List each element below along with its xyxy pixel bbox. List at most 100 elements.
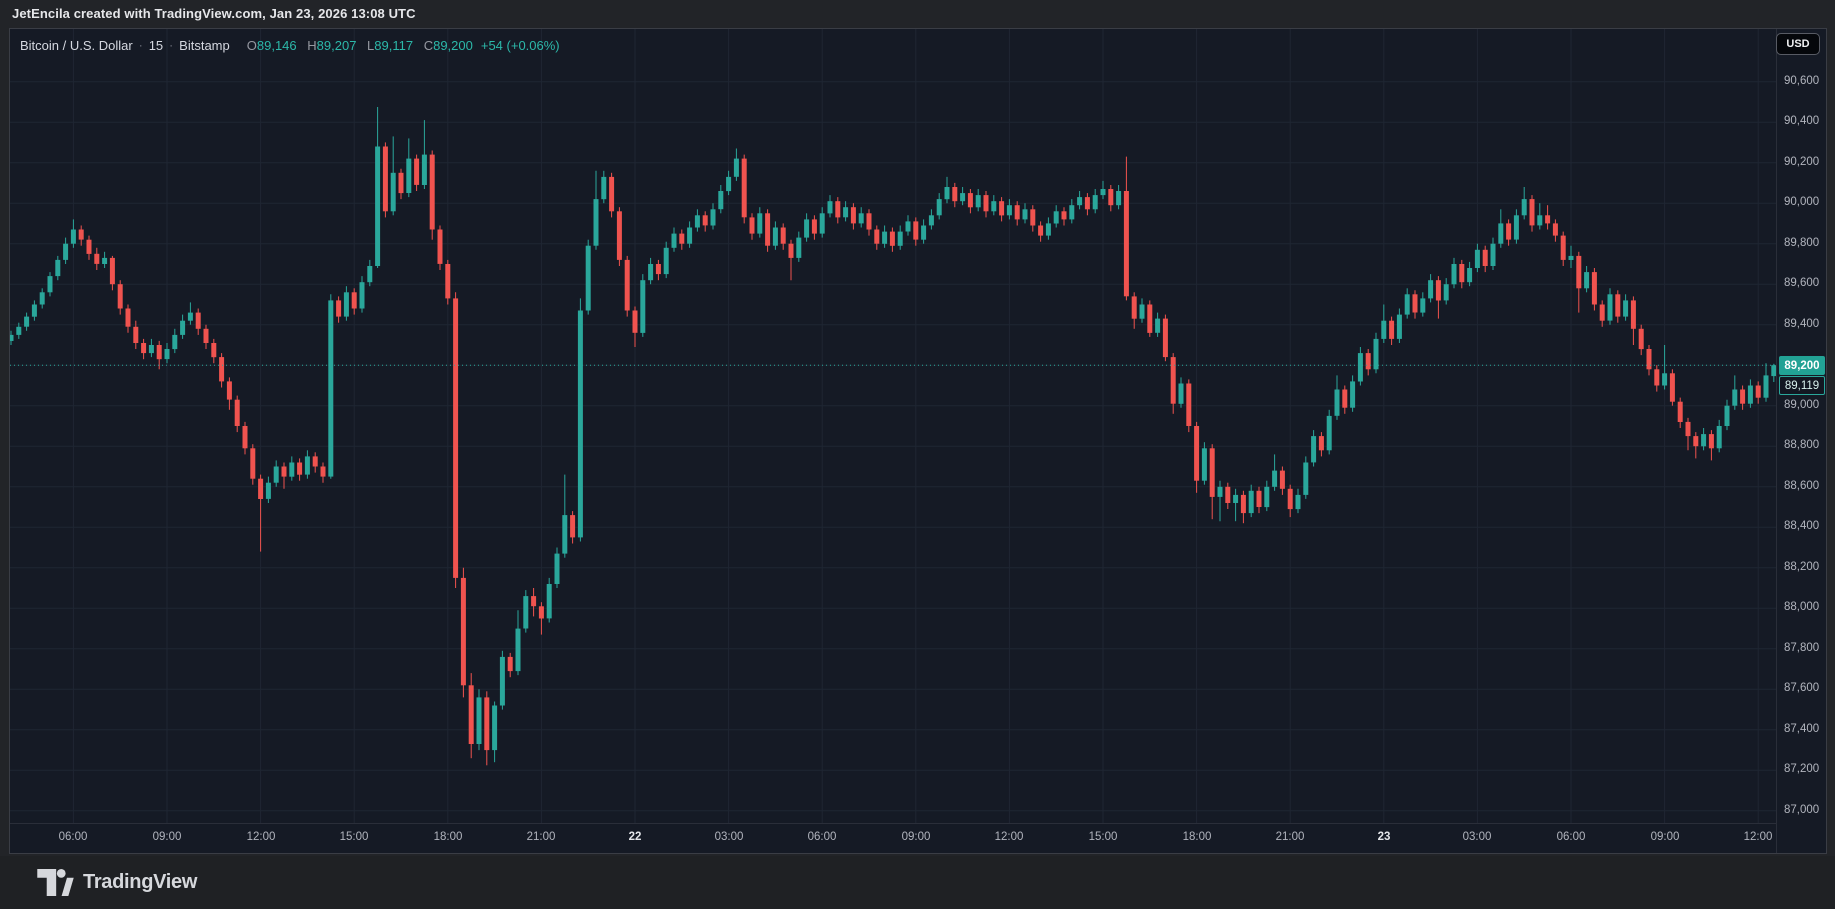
candle-body <box>1521 199 1527 216</box>
candle-body <box>1630 300 1636 329</box>
candle-body <box>1771 365 1776 377</box>
candle-body <box>882 231 888 244</box>
price-tick-label: 87,600 <box>1784 682 1820 694</box>
candle-body <box>1459 264 1465 283</box>
candle-body <box>1123 191 1129 297</box>
candle-body <box>593 199 599 246</box>
candle-body <box>546 584 552 619</box>
symbol-legend[interactable]: Bitcoin / U.S. Dollar · 15 · Bitstamp O8… <box>20 36 560 54</box>
price-tick-label: 89,000 <box>1784 399 1820 411</box>
price-axis[interactable]: 89,200 89,119 90,600 90,400 90,200 90,000 89… <box>1776 29 1826 853</box>
candle-body <box>1303 462 1309 495</box>
time-tick-label: 12:00 <box>1743 831 1773 843</box>
candle-body <box>289 462 295 477</box>
candle-body <box>1084 197 1090 210</box>
candle-body <box>164 349 170 360</box>
candle-body <box>1022 209 1028 220</box>
secondary-price-badge: 89,119 <box>1779 376 1825 395</box>
candlestick-plot[interactable] <box>10 29 1776 823</box>
interval-label[interactable]: 15 <box>148 37 164 53</box>
candle-body <box>453 298 459 578</box>
candle-body <box>1763 375 1769 398</box>
time-tick-label: 15:00 <box>1088 831 1118 843</box>
candle-body <box>1443 284 1449 301</box>
candle-body <box>1381 320 1387 339</box>
candle-body <box>1334 389 1340 416</box>
close-key: C <box>423 37 434 53</box>
last-price-badge: 89,200 <box>1779 356 1825 375</box>
time-tick-label: 18:00 <box>1182 831 1212 843</box>
candle-body <box>889 231 895 246</box>
time-tick-label: 09:00 <box>1650 831 1680 843</box>
candle-body <box>983 195 989 212</box>
price-tick-label: 88,000 <box>1784 601 1820 613</box>
candle-body <box>1615 294 1621 317</box>
symbol-title[interactable]: Bitcoin / U.S. Dollar <box>20 37 133 53</box>
candle-body <box>195 312 201 329</box>
footer-bar: TradingView <box>0 856 1835 909</box>
candle-body <box>1209 448 1215 497</box>
candle-body <box>1412 294 1418 313</box>
candle-body <box>1451 264 1457 285</box>
price-tick-label: 87,000 <box>1784 804 1820 816</box>
candle-body <box>1599 304 1605 321</box>
candle-body <box>1225 486 1231 503</box>
candle-body <box>999 201 1005 216</box>
candle-body <box>562 515 568 554</box>
time-tick-label: 21:00 <box>526 831 556 843</box>
candle-body <box>1162 318 1168 358</box>
candle-body <box>616 211 622 260</box>
candle-body <box>944 187 950 200</box>
time-tick-label: 06:00 <box>807 831 837 843</box>
time-axis[interactable]: 06:00 09:00 12:00 15:00 18:00 21:00 22 03:00 06:… <box>10 823 1776 853</box>
time-tick-label: 06:00 <box>58 831 88 843</box>
exchange-label[interactable]: Bitstamp <box>179 37 230 53</box>
candle-body <box>679 233 685 244</box>
price-tick-label: 87,200 <box>1784 763 1820 775</box>
price-tick-label: 87,400 <box>1784 723 1820 735</box>
candle-body <box>414 158 420 185</box>
price-tick-label: 89,600 <box>1784 277 1820 289</box>
candle-body <box>655 264 661 275</box>
candle-body <box>320 466 326 477</box>
candle-body <box>1404 294 1410 315</box>
candle-body <box>1006 205 1012 216</box>
currency-toggle-button[interactable]: USD <box>1776 33 1820 55</box>
candle-body <box>1506 223 1512 240</box>
candle-body <box>601 176 607 200</box>
candle-body <box>499 656 505 706</box>
candle-body <box>1147 304 1153 333</box>
candle-body <box>1256 490 1262 507</box>
candle-body <box>78 229 84 240</box>
candle-body <box>1646 349 1652 370</box>
candle-body <box>515 628 521 672</box>
price-tick-label: 88,600 <box>1784 480 1820 492</box>
candle-body <box>928 215 934 226</box>
candle-body <box>211 343 217 358</box>
candle-body <box>1662 373 1668 386</box>
candle-body <box>1568 255 1574 260</box>
high-key: H <box>307 37 317 53</box>
candle-body <box>1311 436 1317 463</box>
candle-body <box>1116 191 1122 206</box>
candle-body <box>203 328 209 343</box>
ohlc-readout: O89,146 H89,207 L89,117 C89,200 <box>240 38 473 53</box>
candle-body <box>234 399 240 426</box>
tradingview-logo[interactable]: TradingView <box>37 869 197 896</box>
candle-body <box>1732 389 1738 406</box>
candle-body <box>265 482 271 499</box>
candle-body <box>148 345 154 354</box>
price-tick-label: 89,800 <box>1784 237 1820 249</box>
candle-body <box>827 201 833 214</box>
candle-body <box>991 201 997 212</box>
candle-body <box>156 345 162 360</box>
candle-body <box>1357 353 1363 382</box>
candle-body <box>1201 448 1207 481</box>
candle-body <box>952 187 958 202</box>
candle-body <box>694 215 700 228</box>
candle-body <box>967 193 973 208</box>
candle-body <box>1373 338 1379 370</box>
candle-body <box>648 264 654 281</box>
chart-panel: Bitcoin / U.S. Dollar · 15 · Bitstamp O8… <box>9 28 1827 854</box>
candle-body <box>835 201 841 218</box>
